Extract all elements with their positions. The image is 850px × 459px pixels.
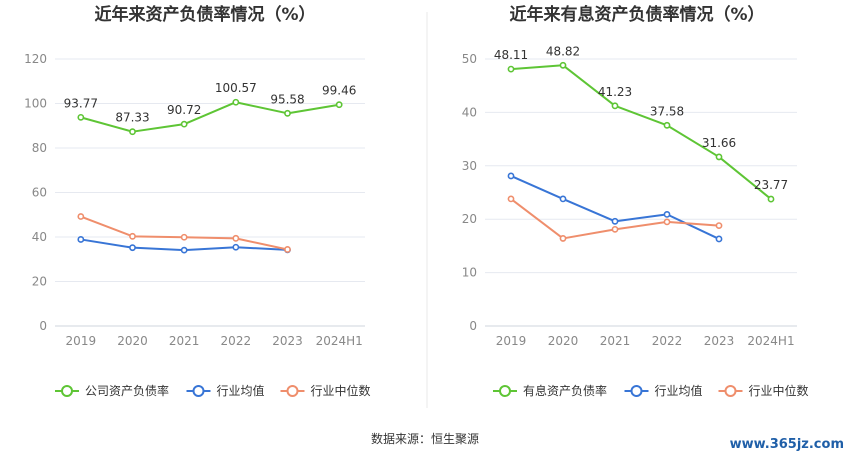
legend-label: 行业均值	[217, 383, 265, 398]
data-point-company	[284, 109, 291, 117]
legend-item-median[interactable]: 行业中位数	[280, 383, 371, 398]
x-tick-label: 2023	[704, 334, 735, 348]
x-tick-label: 2021	[169, 334, 200, 348]
data-point-company	[507, 65, 515, 73]
y-tick-label: 80	[32, 141, 47, 155]
y-tick-label: 0	[39, 319, 47, 333]
data-point-avg	[77, 236, 85, 243]
legend-label: 行业均值	[655, 383, 703, 398]
data-label: 48.82	[546, 44, 580, 58]
x-tick-label: 2019	[66, 334, 97, 348]
data-label: 90.72	[167, 103, 201, 117]
data-label: 99.46	[322, 84, 356, 98]
legend-item-company[interactable]: 有息资产负债率	[493, 383, 607, 398]
chart-title: 近年来有息资产负债率情况（%）	[509, 4, 764, 25]
legend-item-avg[interactable]: 行业均值	[186, 383, 265, 398]
data-point-avg	[559, 195, 567, 203]
data-point-median	[663, 218, 671, 226]
legend-marker	[630, 385, 643, 397]
data-point-median	[77, 213, 85, 220]
legend-item-company[interactable]: 公司资产负债率	[55, 383, 169, 398]
data-source: 数据来源：恒生聚源	[371, 431, 479, 446]
data-point-median	[611, 225, 619, 233]
data-label: 87.33	[115, 111, 149, 125]
data-label: 41.23	[598, 85, 632, 99]
data-point-company	[232, 98, 240, 106]
legend-label: 行业中位数	[749, 383, 809, 398]
legend-label: 行业中位数	[311, 383, 371, 398]
data-point-avg	[129, 244, 136, 252]
legend-marker	[286, 385, 299, 397]
debt-ratio-chart: 近年来资产负债率情况（%） 0 20 40 60 80 100 120 2019 2020 202…	[24, 4, 370, 398]
data-point-company	[335, 101, 343, 109]
data-label: 93.77	[64, 96, 98, 110]
data-point-avg	[715, 235, 723, 243]
y-tick-label: 0	[469, 319, 477, 333]
x-tick-label: 2021	[600, 334, 631, 348]
data-point-company	[767, 195, 775, 203]
data-label: 100.57	[215, 81, 257, 95]
y-tick-label: 20	[462, 212, 477, 226]
data-point-company	[611, 102, 619, 110]
y-tick-label: 20	[32, 275, 47, 289]
legend-label: 有息资产负债率	[523, 383, 607, 398]
legend-label: 公司资产负债率	[85, 383, 169, 398]
data-point-median	[284, 246, 291, 253]
chart-title: 近年来资产负债率情况（%）	[94, 4, 315, 25]
data-point-median	[715, 222, 723, 230]
x-tick-label: 2022	[221, 334, 252, 348]
y-tick-label: 40	[462, 105, 477, 119]
data-point-company	[715, 153, 723, 161]
x-tick-label: 2020	[548, 334, 579, 348]
x-tick-label: 2022	[652, 334, 683, 348]
data-label: 37.58	[650, 104, 684, 118]
legend-marker	[61, 385, 73, 397]
legend-marker	[192, 385, 205, 397]
series-line-company	[510, 64, 772, 200]
data-label: 48.11	[494, 48, 528, 62]
data-point-avg	[611, 217, 619, 225]
legend-item-avg[interactable]: 行业均值	[624, 383, 703, 398]
data-point-median	[129, 232, 136, 240]
x-tick-label: 2019	[496, 334, 527, 348]
data-point-avg	[232, 243, 240, 251]
data-label: 95.58	[270, 92, 304, 106]
data-point-company	[559, 61, 567, 69]
data-point-median	[507, 195, 515, 203]
data-point-company	[663, 121, 671, 129]
watermark: www.365jz.com	[730, 437, 844, 452]
data-label: 23.77	[754, 178, 788, 192]
y-tick-label: 120	[24, 52, 47, 66]
x-tick-label: 2020	[117, 334, 148, 348]
data-point-median	[180, 233, 188, 241]
data-point-company	[180, 120, 188, 128]
y-tick-label: 40	[32, 230, 47, 244]
data-point-median	[232, 234, 240, 242]
data-point-avg	[507, 172, 515, 180]
data-point-median	[559, 235, 567, 242]
legend-marker	[499, 385, 511, 397]
data-point-company	[77, 113, 85, 121]
y-tick-label: 30	[462, 159, 477, 173]
x-tick-label: 2024H1	[316, 334, 363, 348]
y-tick-label: 10	[462, 266, 477, 280]
y-tick-label: 50	[462, 52, 477, 66]
data-point-company	[129, 128, 136, 136]
legend-marker	[724, 385, 737, 397]
x-tick-label: 2023	[272, 334, 303, 348]
data-label: 31.66	[702, 136, 736, 150]
y-tick-label: 60	[32, 186, 47, 200]
legend-item-median[interactable]: 行业中位数	[718, 383, 809, 398]
series-line-company	[80, 101, 340, 133]
data-point-avg	[180, 246, 188, 254]
data-point-avg	[663, 210, 671, 218]
x-tick-label: 2024H1	[747, 334, 794, 348]
y-tick-label: 100	[24, 97, 47, 111]
interest-bearing-debt-ratio-chart: 近年来有息资产负债率情况（%） 0 10 20 30 40 50 2019 2020 2021 2…	[462, 4, 809, 398]
